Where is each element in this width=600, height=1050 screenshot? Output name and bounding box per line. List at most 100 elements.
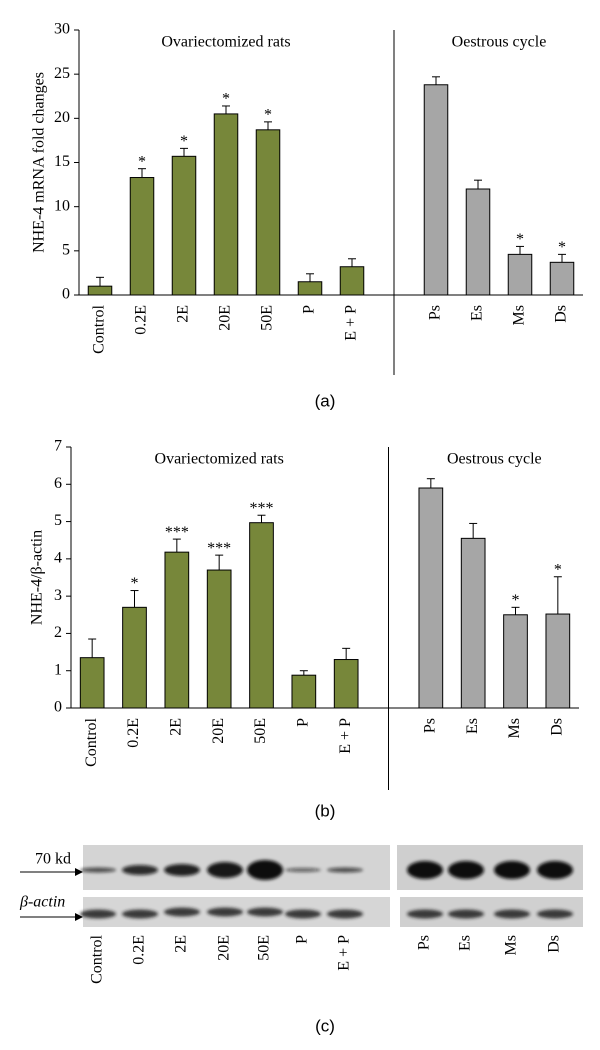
bar (291, 674, 317, 709)
y-axis-label: NHE-4 mRNA fold changes (31, 72, 48, 253)
significance-label: * (180, 133, 188, 150)
bar (503, 614, 528, 709)
bar (297, 281, 323, 296)
y-tick-label: 5 (62, 242, 70, 259)
lane-label: 20E (216, 935, 233, 961)
error-bar (264, 121, 272, 130)
caption: (b) (315, 801, 336, 820)
protein-band (164, 864, 200, 876)
lane-label: Ps (416, 935, 433, 950)
bar (164, 551, 190, 709)
bar (129, 177, 155, 296)
significance-label: * (558, 239, 566, 256)
lane-label: P (294, 935, 311, 944)
x-tick-label: Ps (422, 718, 439, 733)
bar (460, 537, 486, 709)
actin-band (164, 907, 200, 917)
loading-label: β-actin (19, 894, 65, 911)
lane-label: Ms (503, 935, 520, 955)
actin-band (247, 907, 283, 917)
x-tick-label: Control (83, 717, 100, 766)
significance-label: * (516, 231, 524, 248)
lane-label: Control (89, 934, 106, 983)
actin-band (122, 909, 158, 919)
group-label: Ovariectomized rats (161, 34, 290, 51)
x-tick-label: Control (91, 304, 108, 353)
caption: (a) (315, 391, 336, 410)
x-tick-label: 2E (168, 718, 185, 736)
error-bar (432, 76, 440, 85)
lane-label: Ds (546, 935, 563, 953)
x-tick-label: Ds (549, 718, 566, 736)
protein-band (448, 861, 484, 879)
lane-label: 0.2E (131, 935, 148, 965)
significance-label: *** (207, 540, 231, 557)
blot-bands (80, 860, 573, 919)
group-label: Oestrous cycle (447, 451, 542, 468)
error-bar (299, 670, 308, 676)
actin-band (537, 909, 573, 919)
significance-label: *** (250, 500, 274, 517)
protein-band (122, 865, 158, 875)
x-tick-label: Es (469, 305, 486, 321)
significance-label: * (554, 561, 562, 578)
bar (339, 266, 365, 296)
y-tick-label: 15 (54, 153, 70, 170)
error-bar (474, 179, 482, 189)
marker-label: 70 kd (35, 851, 71, 868)
error-bar (516, 245, 524, 255)
y-tick-label: 30 (54, 21, 70, 38)
error-bar (257, 514, 266, 523)
x-tick-label: Es (464, 718, 481, 734)
x-tick-label: 20E (217, 305, 234, 331)
error-bar (172, 538, 181, 553)
protein-band (494, 861, 530, 879)
x-tick-label: Ms (506, 718, 523, 738)
bar (171, 155, 197, 296)
x-tick-label: E + P (343, 305, 360, 341)
significance-label: *** (165, 524, 189, 541)
x-tick-label: 0.2E (133, 305, 150, 335)
error-bar (306, 273, 314, 282)
bar (418, 487, 444, 709)
x-tick-label: 20E (210, 718, 227, 744)
y-tick-label: 5 (54, 512, 62, 529)
error-bar (511, 606, 520, 615)
x-tick-label: 0.2E (125, 718, 142, 748)
protein-band (207, 862, 243, 878)
bar (213, 113, 239, 296)
x-tick-label: Ps (427, 305, 444, 320)
bar (79, 657, 105, 709)
significance-label: * (222, 91, 230, 108)
actin-band (207, 907, 243, 917)
lane-label: Es (457, 935, 474, 951)
x-tick-label: P (295, 718, 312, 727)
bar (87, 285, 113, 296)
error-bar (138, 168, 146, 178)
error-bar (348, 258, 356, 267)
bar (423, 84, 449, 296)
lane-label: 50E (256, 935, 273, 961)
bar (465, 188, 491, 296)
x-tick-label: E + P (337, 718, 354, 754)
y-tick-label: 10 (54, 197, 70, 214)
significance-label: * (138, 153, 146, 170)
x-tick-label: Ds (553, 305, 570, 323)
actin-band (494, 909, 530, 919)
lane-label: 2E (173, 935, 190, 953)
y-tick-label: 4 (54, 550, 62, 567)
x-tick-label: P (301, 305, 318, 314)
y-tick-label: 0 (62, 286, 70, 303)
protein-band (285, 868, 321, 872)
blot-panel: 70 kd β-actin (c) (19, 845, 583, 1035)
caption: (c) (315, 1016, 335, 1035)
y-tick-label: 7 (54, 438, 62, 455)
y-tick-label: 0 (54, 699, 62, 716)
error-bar (88, 638, 97, 658)
group-label: Ovariectomized rats (155, 451, 284, 468)
error-bar (130, 590, 139, 608)
significance-label: * (512, 592, 520, 609)
protein-band (247, 860, 283, 880)
y-tick-label: 3 (54, 587, 62, 604)
error-bar (558, 253, 566, 263)
